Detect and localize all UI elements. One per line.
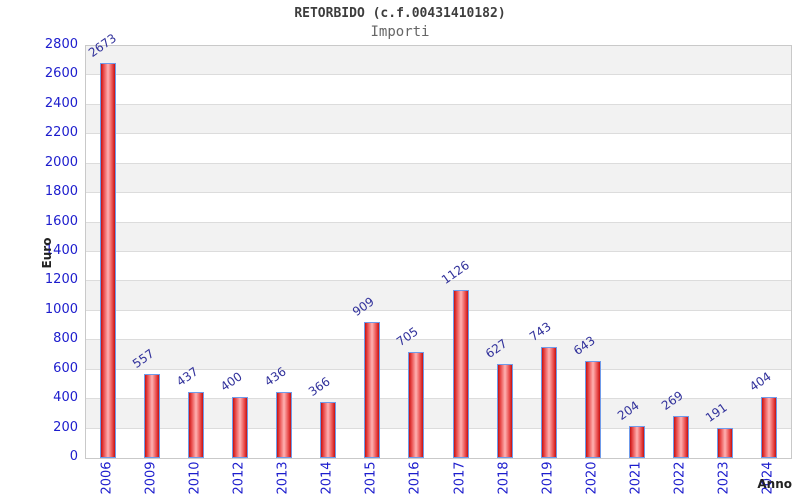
bar <box>628 425 645 458</box>
bar <box>452 290 469 458</box>
bar <box>144 374 161 458</box>
bar <box>716 427 733 458</box>
x-tick-label: 2017 <box>452 461 468 495</box>
gridline <box>86 398 791 400</box>
y-tick-label: 2800 <box>44 37 78 52</box>
x-tick-label: 2006 <box>99 461 115 495</box>
y-tick-label: 1200 <box>44 272 78 288</box>
y-tick-label: 1600 <box>44 213 78 229</box>
y-tick-label: 2200 <box>44 125 78 141</box>
bar-value-label: 366 <box>306 374 334 400</box>
chart-title: RETORBIDO (c.f.00431410182) <box>294 6 506 21</box>
x-tick-label: 2021 <box>628 461 644 495</box>
gridline <box>86 339 791 341</box>
x-tick-label: 2020 <box>584 461 600 495</box>
grid-band <box>86 340 791 370</box>
bar <box>540 346 557 458</box>
grid-band <box>86 104 791 135</box>
x-tick-label: 2015 <box>363 461 379 495</box>
gridline <box>86 192 791 194</box>
chart-subtitle: Importi <box>370 24 430 40</box>
y-tick-label: 2000 <box>44 154 78 170</box>
gridline <box>86 280 791 282</box>
grid-band <box>86 222 791 252</box>
gridline <box>86 251 791 252</box>
gridline <box>86 427 791 429</box>
y-tick-label: 2600 <box>44 66 78 82</box>
y-tick-label: 1000 <box>44 301 78 317</box>
gridline <box>86 368 791 370</box>
gridline <box>86 103 791 105</box>
x-tick-label: 2013 <box>275 461 291 495</box>
y-tick-label: 200 <box>53 419 78 435</box>
grid-band <box>86 163 791 194</box>
y-tick-label: 600 <box>53 360 78 376</box>
x-tick-label: 2023 <box>716 461 732 495</box>
y-axis-title: Euro <box>40 237 54 269</box>
y-tick-label: 1800 <box>44 184 78 200</box>
bar <box>408 352 425 458</box>
bar-value-label: 404 <box>746 368 774 394</box>
x-tick-label: 2009 <box>143 461 159 495</box>
gridline <box>86 162 791 164</box>
bar <box>584 361 601 458</box>
x-tick-label: 2019 <box>540 461 556 495</box>
gridline <box>86 309 791 311</box>
gridline <box>86 221 791 223</box>
bar <box>364 322 381 458</box>
x-tick-label: 2010 <box>187 461 203 495</box>
y-tick-label: 2400 <box>44 95 78 111</box>
bar <box>760 396 777 458</box>
grid-band <box>86 281 791 311</box>
y-tick-label: 800 <box>53 331 78 347</box>
bar <box>320 402 337 458</box>
x-tick-label: 2018 <box>496 461 512 495</box>
x-axis-title: Anno <box>757 477 792 491</box>
y-tick-label: 400 <box>53 390 78 406</box>
x-tick-label: 2012 <box>231 461 247 495</box>
x-tick-label: 2014 <box>319 461 335 495</box>
bar <box>276 391 293 458</box>
bar <box>672 416 689 458</box>
y-tick-label: 0 <box>69 449 78 464</box>
plot-area: 2673 557 437 400 436 366 909 705 1126 627 743 643 20… <box>85 31 792 459</box>
bar <box>100 62 117 458</box>
bar <box>188 391 205 458</box>
bar <box>496 363 513 458</box>
grid-band <box>86 46 791 76</box>
bar <box>232 397 249 458</box>
gridline <box>86 74 791 76</box>
x-tick-label: 2016 <box>407 461 423 495</box>
y-tick-label: 1400 <box>44 243 78 258</box>
gridline <box>86 133 791 135</box>
bar-value-label: 400 <box>218 369 245 395</box>
x-tick-label: 2022 <box>672 461 688 495</box>
